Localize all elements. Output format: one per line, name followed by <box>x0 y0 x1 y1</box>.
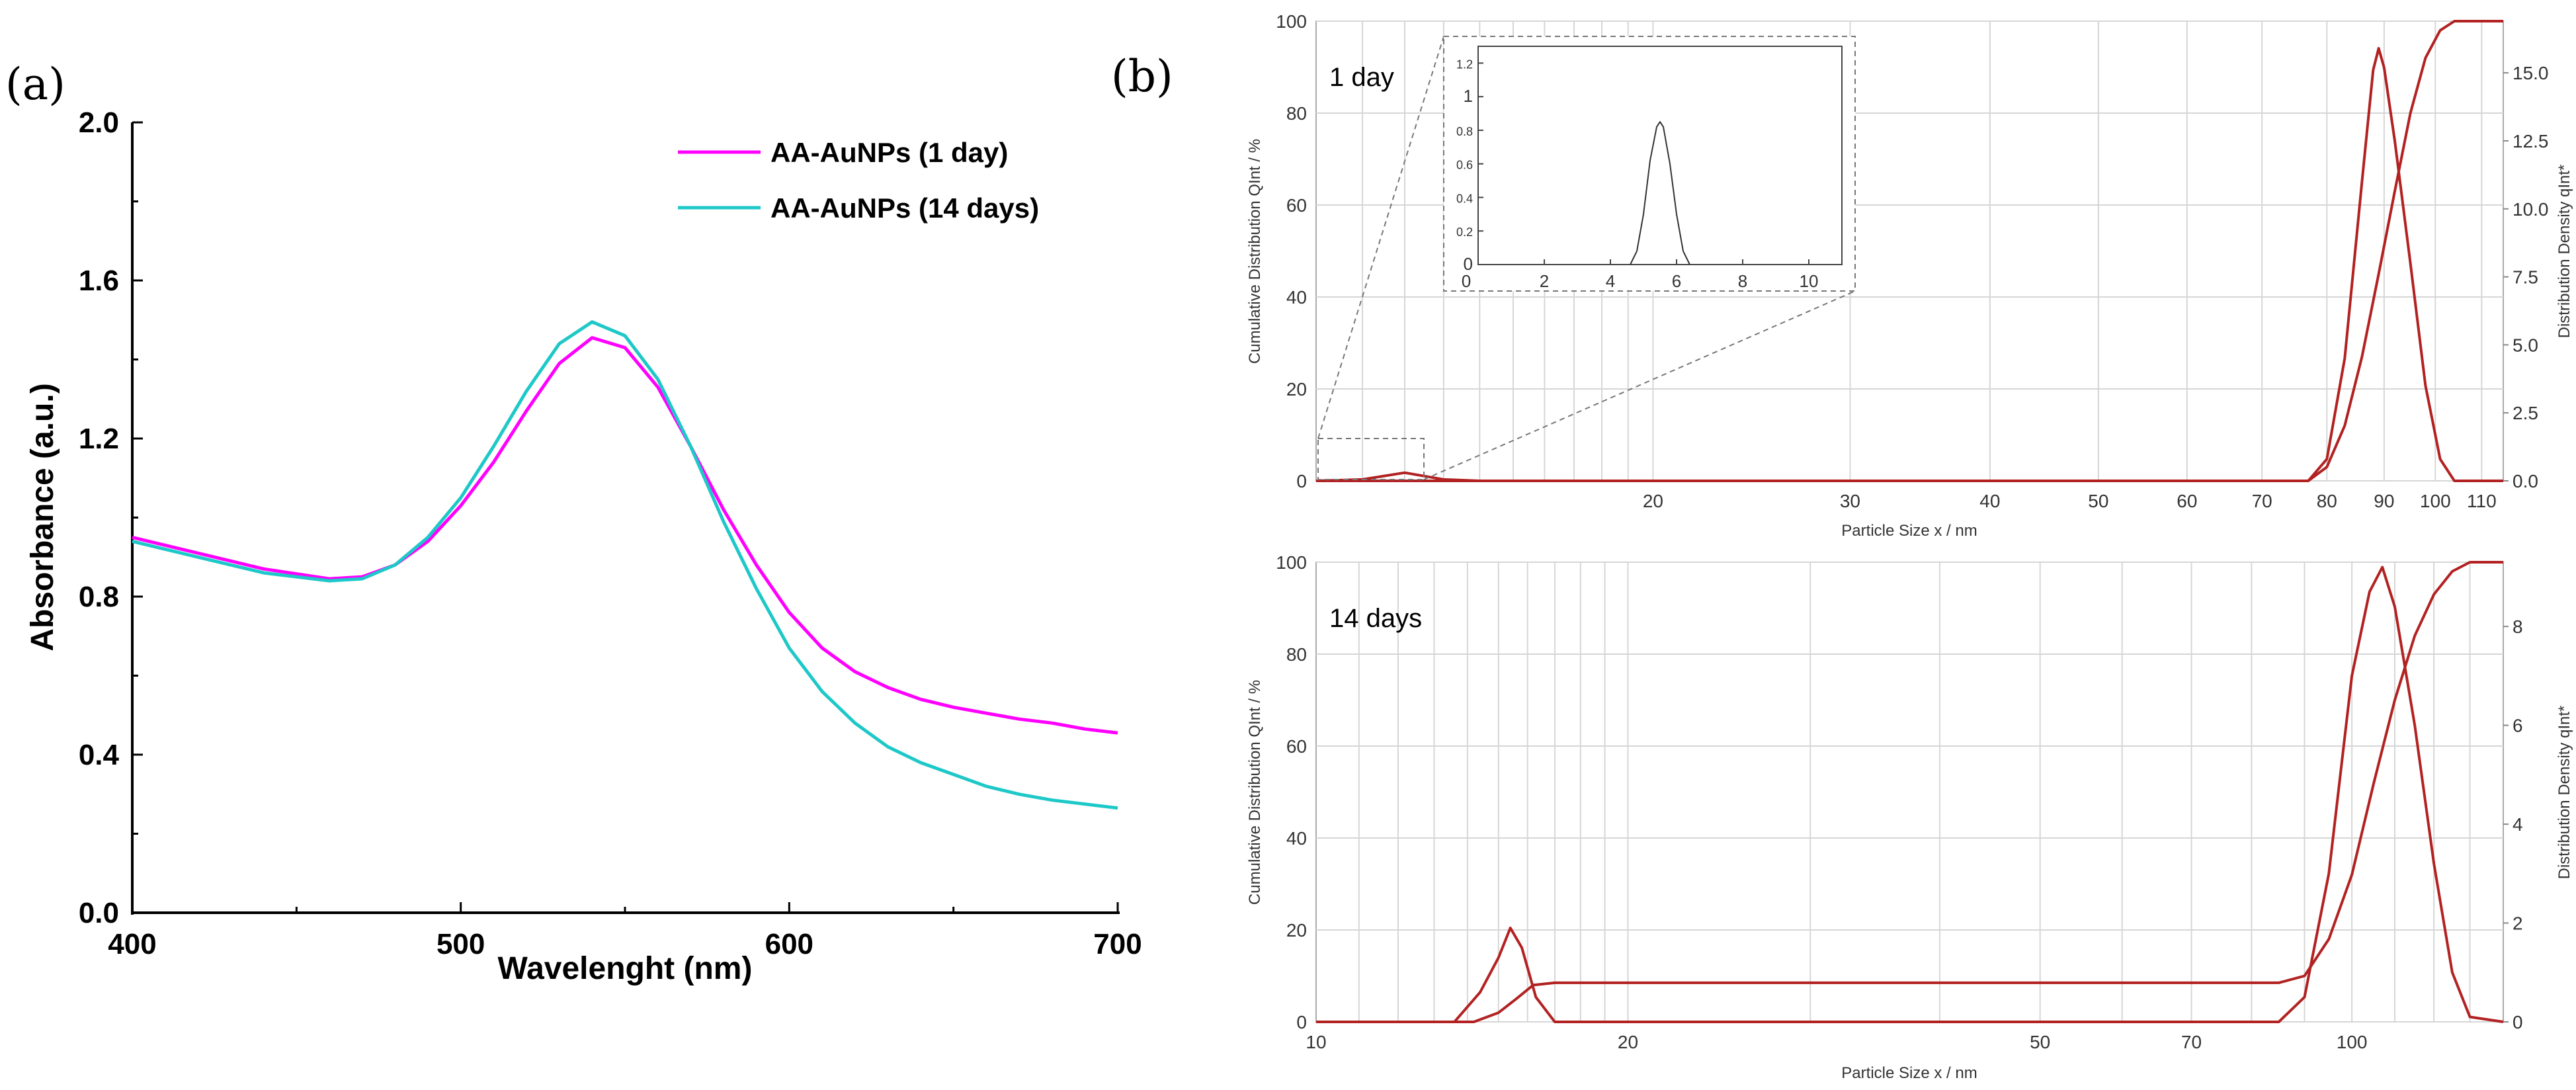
x-tick-label: 20 <box>1618 1032 1638 1052</box>
chart-a-y-tick-label: 1.2 <box>79 423 119 455</box>
inset-y-tick-label: 1.2 <box>1456 58 1473 71</box>
y-right-tick-label: 8 <box>2513 616 2523 637</box>
x-tick-label: 70 <box>2181 1032 2202 1052</box>
chart-b-top-title: 1 day <box>1329 63 1394 92</box>
y-right-tick-label: 15.0 <box>2513 63 2549 83</box>
chart-b-bottom-title: 14 days <box>1329 604 1422 633</box>
inset-series-line <box>1630 121 1690 265</box>
chart-b-top-y-right-label: Distribution Density qInt* <box>2555 165 2573 339</box>
y-left-tick-label: 80 <box>1286 103 1307 124</box>
chart-b-bottom-x-label: Particle Size x / nm <box>1841 1064 1977 1082</box>
chart-a-y-label: Absorbance (a.u.) <box>25 383 60 651</box>
series-line-cumulative <box>1316 561 2503 1023</box>
y-right-tick-label: 12.5 <box>2513 131 2549 151</box>
series-line-density <box>1315 47 2503 482</box>
inset-y-tick-label: 0.2 <box>1456 226 1473 239</box>
chart-a-y-tick-label: 2.0 <box>79 106 119 139</box>
zoom-region-box <box>1317 438 1425 480</box>
x-tick-label: 80 <box>2317 491 2337 511</box>
y-left-tick-label: 0 <box>1296 1012 1307 1032</box>
x-tick-label: 50 <box>2088 491 2108 511</box>
chart-b-bottom-plot-area <box>1315 562 2504 1023</box>
chart-a-y-tick-label: 0.0 <box>79 897 119 929</box>
inset-chart: 0 0.2 0.4 0.6 0.8 1 1.2 0 2 4 6 8 10 <box>1443 36 1856 292</box>
x-tick-label: 100 <box>2420 491 2451 511</box>
y-right-tick-label: 0.0 <box>2513 471 2538 491</box>
chart-a-x-label: Wavelenght (nm) <box>498 951 753 986</box>
inset-y-tick-label: 0.6 <box>1456 159 1473 172</box>
chart-a-x-tick-label: 500 <box>436 928 485 960</box>
zoom-connector-right <box>1423 290 1856 480</box>
y-right-tick-label: 6 <box>2513 716 2523 736</box>
y-right-tick-label: 4 <box>2513 814 2523 835</box>
inset-x-tick-label: 0 <box>1462 271 1471 291</box>
y-left-tick-label: 100 <box>1276 552 1307 573</box>
inset-y-tick-label: 0.8 <box>1456 125 1473 138</box>
x-tick-label: 30 <box>1840 491 1860 511</box>
inset-x-tick-label: 8 <box>1738 271 1747 291</box>
panel-label-a: (a) <box>5 59 65 110</box>
y-left-tick-label: 20 <box>1286 920 1307 941</box>
series-line-cumulative <box>1316 20 2503 482</box>
y-left-tick-label: 40 <box>1286 287 1307 308</box>
y-right-tick-label: 2 <box>2513 913 2523 934</box>
chart-b-bottom: 0 20 40 60 80 100 0 2 4 6 8 10 20 50 70 100 14 days Pa… <box>1246 552 2573 1082</box>
y-left-tick-label: 80 <box>1286 644 1307 665</box>
chart-b-top-y-left-label: Cumulative Distribution QInt / % <box>1246 139 1264 364</box>
legend-label-1day: AA-AuNPs (1 day) <box>770 137 1008 168</box>
chart-a-y-tick-label: 0.8 <box>79 581 119 613</box>
y-left-tick-label: 40 <box>1286 828 1307 849</box>
chart-a-series-line <box>132 336 1118 735</box>
chart-a-series-line <box>132 320 1118 810</box>
inset-x-tick-label: 6 <box>1672 271 1681 291</box>
y-right-tick-label: 0 <box>2513 1012 2523 1032</box>
y-right-tick-label: 5.0 <box>2513 335 2538 355</box>
chart-a-x-tick-label: 400 <box>108 928 156 960</box>
chart-a-plot-area <box>132 122 1118 913</box>
x-tick-label: 10 <box>1306 1032 1326 1052</box>
y-right-tick-label: 10.0 <box>2513 199 2549 220</box>
y-left-tick-label: 60 <box>1286 195 1307 216</box>
series-line-density <box>1316 566 2504 1023</box>
inset-plot-area <box>1477 46 1843 265</box>
y-left-tick-label: 0 <box>1296 471 1307 491</box>
chart-b-top-x-label: Particle Size x / nm <box>1841 522 1977 540</box>
inset-x-tick-label: 10 <box>1800 271 1819 291</box>
x-tick-label: 100 <box>2337 1032 2368 1052</box>
y-left-tick-label: 100 <box>1276 11 1307 32</box>
chart-b-bottom-y-right-label: Distribution Density qInt* <box>2555 706 2573 880</box>
y-right-tick-label: 2.5 <box>2513 403 2538 423</box>
x-tick-label: 20 <box>1643 491 1663 511</box>
x-tick-label: 70 <box>2252 491 2272 511</box>
inset-y-tick-label: 0 <box>1464 254 1473 274</box>
inset-y-tick-label: 1 <box>1464 86 1473 106</box>
x-tick-label: 60 <box>2177 491 2197 511</box>
y-right-tick-label: 7.5 <box>2513 267 2538 288</box>
y-left-tick-label: 60 <box>1286 736 1307 757</box>
inset-x-tick-label: 2 <box>1540 271 1549 291</box>
inset-x-tick-label: 4 <box>1606 271 1615 291</box>
inset-y-tick-label: 0.4 <box>1456 192 1473 205</box>
panel-label-b: (b) <box>1111 51 1173 102</box>
chart-a-y-tick-label: 1.6 <box>79 265 119 297</box>
x-tick-label: 50 <box>2030 1032 2050 1052</box>
y-left-tick-label: 20 <box>1286 379 1307 399</box>
chart-a-y-tick-label: 0.4 <box>79 739 120 771</box>
chart-a: 0.0 0.4 0.8 1.2 1.6 2.0 400 500 600 700 Waveleng… <box>25 106 1142 986</box>
chart-a-x-tick-label: 700 <box>1093 928 1142 960</box>
chart-a-x-tick-label: 600 <box>765 928 813 960</box>
x-tick-label: 110 <box>2467 491 2497 511</box>
legend-label-14days: AA-AuNPs (14 days) <box>770 192 1039 224</box>
chart-b-bottom-y-left-label: Cumulative Distribution QInt / % <box>1246 680 1264 905</box>
x-tick-label: 40 <box>1979 491 2000 511</box>
x-tick-label: 90 <box>2374 491 2394 511</box>
chart-a-legend: AA-AuNPs (1 day) AA-AuNPs (14 days) <box>678 137 1039 224</box>
